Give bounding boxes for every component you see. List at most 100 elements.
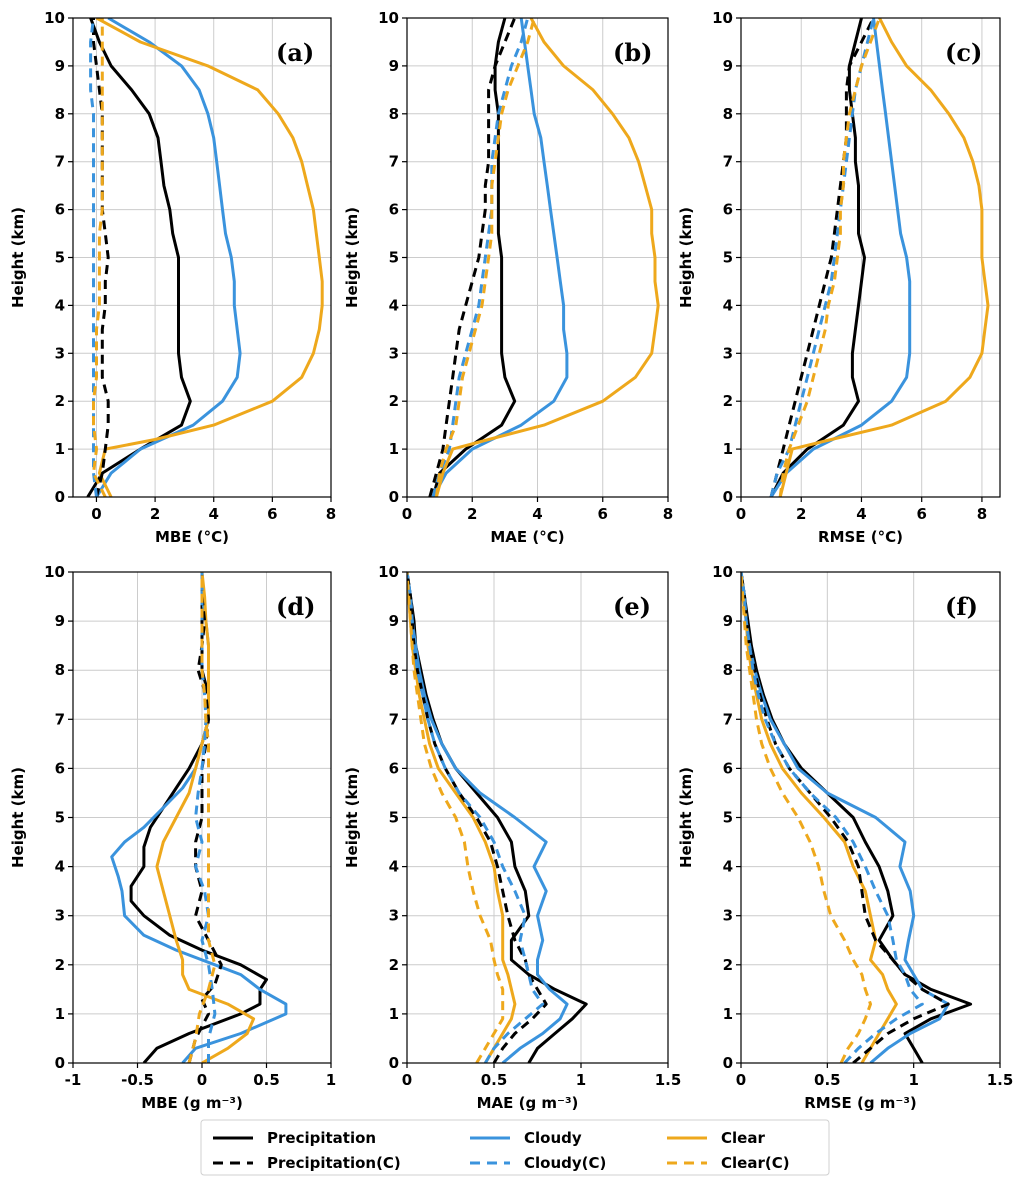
series-line-cloudy-c — [194, 572, 217, 1063]
x-axis-label: MAE (°C) — [490, 528, 564, 546]
x-tick-label: 4 — [856, 505, 866, 523]
y-tick-label: 2 — [723, 392, 733, 410]
y-tick-label: 8 — [723, 105, 733, 123]
x-axis-label: MBE (g m⁻³) — [141, 1094, 243, 1112]
y-tick-label: 10 — [378, 9, 399, 27]
x-tick-label: 6 — [916, 505, 926, 523]
y-axis-label: Height (km) — [677, 767, 695, 868]
y-tick-label: 3 — [389, 344, 399, 362]
y-tick-label: 0 — [55, 1054, 65, 1072]
x-tick-label: 0.5 — [481, 1071, 508, 1089]
series-line-clear — [778, 18, 990, 497]
x-tick-label: 4 — [532, 505, 542, 523]
x-tick-label: 0 — [91, 505, 101, 523]
y-tick-label: 10 — [712, 9, 733, 27]
y-tick-label: 7 — [55, 153, 65, 171]
series-line-precipitation — [769, 18, 866, 497]
legend-label: Cloudy — [524, 1129, 582, 1147]
series-line-cloudy — [431, 18, 569, 497]
panel-e: 0 1 2 3 4 5 6 7 8 9 10 0 0.5 1 1.5 MAE (g m⁻³) Height (k… — [343, 563, 681, 1112]
y-tick-label: 7 — [389, 710, 399, 728]
series-line-cloudy — [769, 18, 912, 497]
y-tick-label: 8 — [389, 661, 399, 679]
series-line-clear — [95, 18, 324, 497]
y-tick-label: 5 — [723, 249, 733, 267]
series-line-clear-c — [407, 572, 505, 1063]
x-tick-label: -1 — [65, 1071, 82, 1089]
legend: Precipitation Cloudy Clear Precipitation(C)… — [200, 1119, 830, 1176]
x-axis-label: MBE (°C) — [155, 528, 229, 546]
series-line-cloudy-c — [407, 572, 545, 1063]
y-tick-label: 8 — [55, 661, 65, 679]
y-tick-label: 0 — [723, 1054, 733, 1072]
x-tick-label: 1 — [908, 1071, 918, 1089]
y-tick-label: 9 — [55, 57, 65, 75]
y-tick-label: 10 — [712, 563, 733, 581]
legend-label: Clear(C) — [721, 1154, 790, 1172]
y-tick-label: 2 — [389, 392, 399, 410]
legend-label: Precipitation — [267, 1129, 376, 1147]
x-tick-label: 0 — [736, 505, 746, 523]
series-line-precipitation — [741, 572, 973, 1063]
x-tick-label: 0 — [736, 1071, 746, 1089]
series-line-precipitation — [86, 18, 192, 497]
series-line-cloudy — [407, 572, 569, 1063]
legend-item-clear-c: Clear(C) — [667, 1154, 790, 1172]
x-tick-label: 6 — [267, 505, 277, 523]
y-tick-label: 9 — [55, 612, 65, 630]
series-line-clear-c — [92, 18, 107, 497]
y-tick-label: 5 — [389, 249, 399, 267]
panel-label: (e) — [613, 592, 651, 621]
y-tick-label: 5 — [55, 809, 65, 827]
y-tick-label: 9 — [389, 57, 399, 75]
y-tick-label: 7 — [55, 710, 65, 728]
y-tick-label: 10 — [44, 9, 65, 27]
legend-item-precipitation-c: Precipitation(C) — [213, 1154, 401, 1172]
legend-label: Cloudy(C) — [524, 1154, 606, 1172]
x-tick-label: 1.5 — [987, 1071, 1014, 1089]
y-tick-label: 9 — [723, 612, 733, 630]
series-line-precipitation-c — [92, 18, 110, 497]
panel-label: (f) — [945, 592, 978, 621]
x-tick-label: 1.5 — [655, 1071, 682, 1089]
y-tick-label: 9 — [389, 612, 399, 630]
x-tick-label: 6 — [598, 505, 608, 523]
y-tick-label: 10 — [44, 563, 65, 581]
y-tick-label: 9 — [723, 57, 733, 75]
series-line-precipitation-c — [407, 572, 548, 1063]
y-tick-label: 3 — [723, 344, 733, 362]
x-tick-label: 8 — [326, 505, 336, 523]
y-tick-label: 1 — [723, 1005, 733, 1023]
y-axis-label: Height (km) — [677, 207, 695, 308]
x-axis-label: MAE (g m⁻³) — [477, 1094, 579, 1112]
y-axis-label: Height (km) — [343, 207, 361, 308]
y-tick-label: 1 — [389, 1005, 399, 1023]
x-tick-label: 0.5 — [253, 1071, 280, 1089]
series-line-precipitation-c — [769, 18, 875, 497]
y-tick-label: 8 — [389, 105, 399, 123]
x-tick-label: 8 — [977, 505, 987, 523]
panel-label: (c) — [945, 38, 982, 67]
panel-label: (a) — [276, 38, 314, 67]
y-tick-label: 5 — [389, 809, 399, 827]
x-tick-label: 2 — [467, 505, 477, 523]
legend-box — [200, 1119, 830, 1176]
series-line-clear-c — [434, 18, 536, 497]
y-axis-label: Height (km) — [343, 767, 361, 868]
x-tick-label: 0 — [402, 1071, 412, 1089]
series-line-clear-c — [778, 18, 881, 497]
legend-label: Clear — [721, 1129, 765, 1147]
y-tick-label: 5 — [55, 249, 65, 267]
y-tick-label: 4 — [723, 296, 733, 314]
series-line-clear-c — [187, 572, 217, 1063]
x-tick-label: 0 — [197, 1071, 207, 1089]
series-line-cloudy-c — [741, 572, 924, 1063]
y-axis-label: Height (km) — [9, 767, 27, 868]
y-tick-label: 2 — [389, 956, 399, 974]
series-line-clear-c — [741, 572, 872, 1063]
y-tick-label: 7 — [723, 153, 733, 171]
legend-item-cloudy-c: Cloudy(C) — [470, 1154, 606, 1172]
y-tick-label: 7 — [389, 153, 399, 171]
panel-c: 0 1 2 3 4 5 6 7 8 9 10 0 2 4 6 8 RMSE (°C) Height (km) (c) — [677, 9, 1001, 546]
x-tick-label: 0 — [402, 505, 412, 523]
